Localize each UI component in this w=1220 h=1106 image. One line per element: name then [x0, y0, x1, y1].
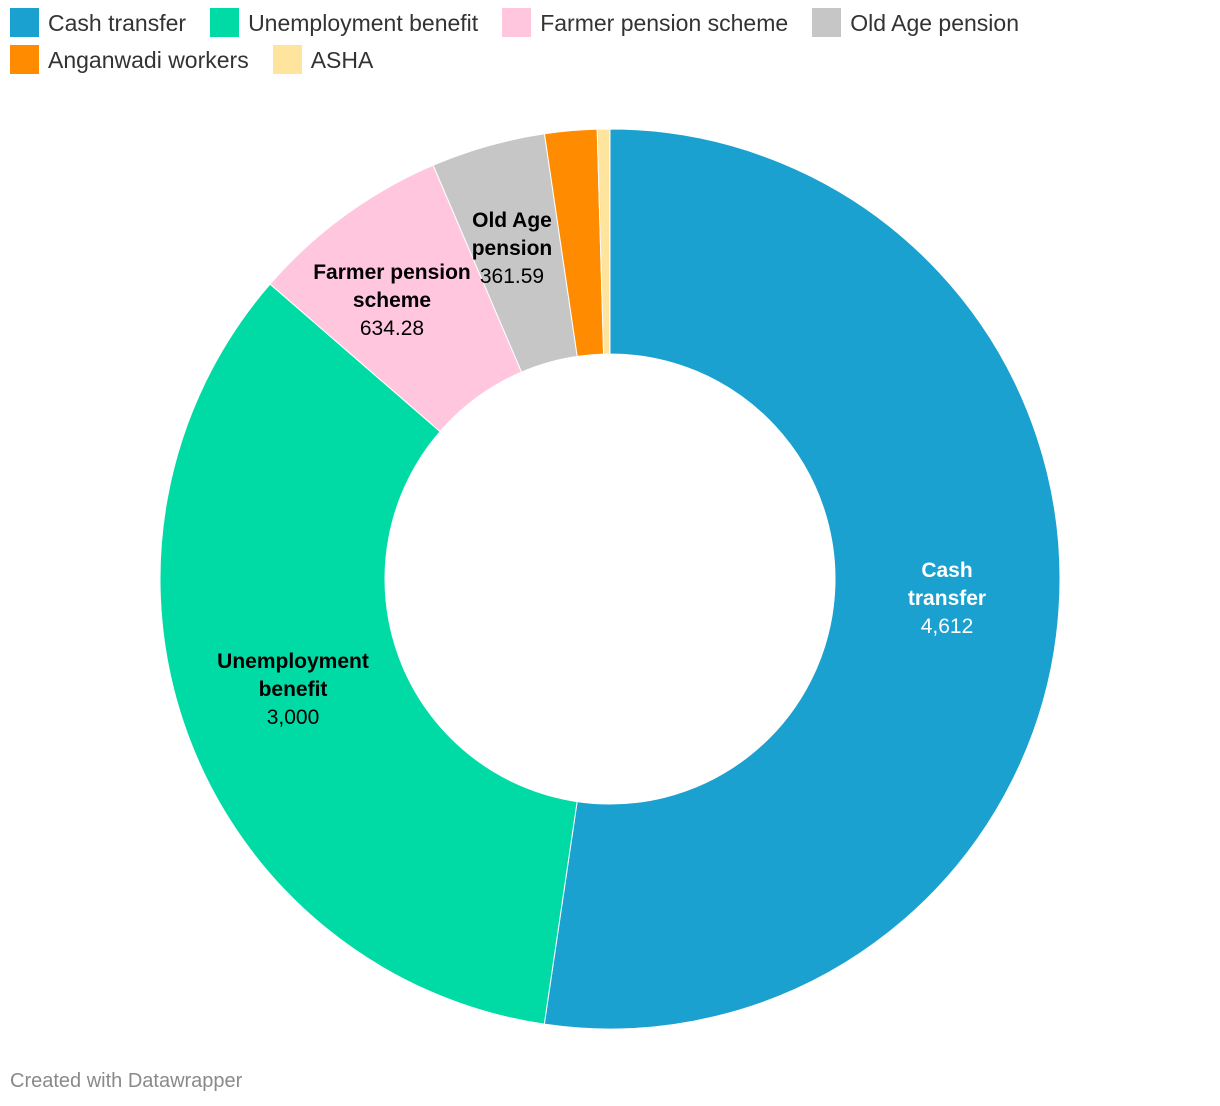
- legend-label: Farmer pension scheme: [540, 9, 789, 36]
- legend-label: Unemployment benefit: [248, 9, 479, 36]
- legend-swatch: [10, 8, 39, 37]
- legend-item-cash-transfer: Cash transfer: [10, 8, 186, 37]
- legend-item-unemployment-benefit: Unemployment benefit: [210, 8, 478, 37]
- legend-item-farmer-pension-scheme: Farmer pension scheme: [502, 8, 788, 37]
- legend-swatch: [272, 45, 302, 74]
- legend-swatch: [812, 8, 842, 37]
- legend-item-old-age-pension: Old Age pension: [812, 8, 1019, 37]
- chart-legend: Cash transfer Unemployment benefit Farmer …: [10, 8, 1200, 74]
- legend-swatch: [10, 45, 39, 74]
- footer-credit: Created with Datawrapper: [10, 1070, 243, 1092]
- slice-unemployment-benefit: [159, 283, 578, 1025]
- legend-label: Anganwadi workers: [48, 46, 249, 73]
- slice-value: 4,612: [921, 615, 974, 638]
- legend-item-anganwadi-workers: Anganwadi workers: [10, 45, 249, 74]
- legend-label: ASHA: [310, 46, 374, 73]
- slice-cash-transfer: [543, 128, 1061, 1030]
- slice-label-unemployment-benefit: Unemployment benefit 3,000: [217, 650, 369, 729]
- legend-swatch: [502, 8, 532, 37]
- legend-swatch: [210, 8, 240, 37]
- slice-label-cash-transfer: Cash transfer 4,612: [908, 559, 986, 638]
- slice-value: 3,000: [267, 706, 320, 729]
- legend-label: Cash transfer: [48, 9, 187, 36]
- slice-value: 361.59: [480, 265, 544, 288]
- legend-item-asha: ASHA: [272, 45, 374, 74]
- slice-label-farmer-pension-scheme: Farmer pension scheme 634.28: [313, 261, 471, 340]
- legend-label: Old Age pension: [850, 9, 1019, 36]
- slice-asha: [596, 128, 611, 355]
- slice-value: 634.28: [360, 317, 424, 340]
- slice-label-old-age-pension: Old Age pension 361.59: [472, 209, 553, 288]
